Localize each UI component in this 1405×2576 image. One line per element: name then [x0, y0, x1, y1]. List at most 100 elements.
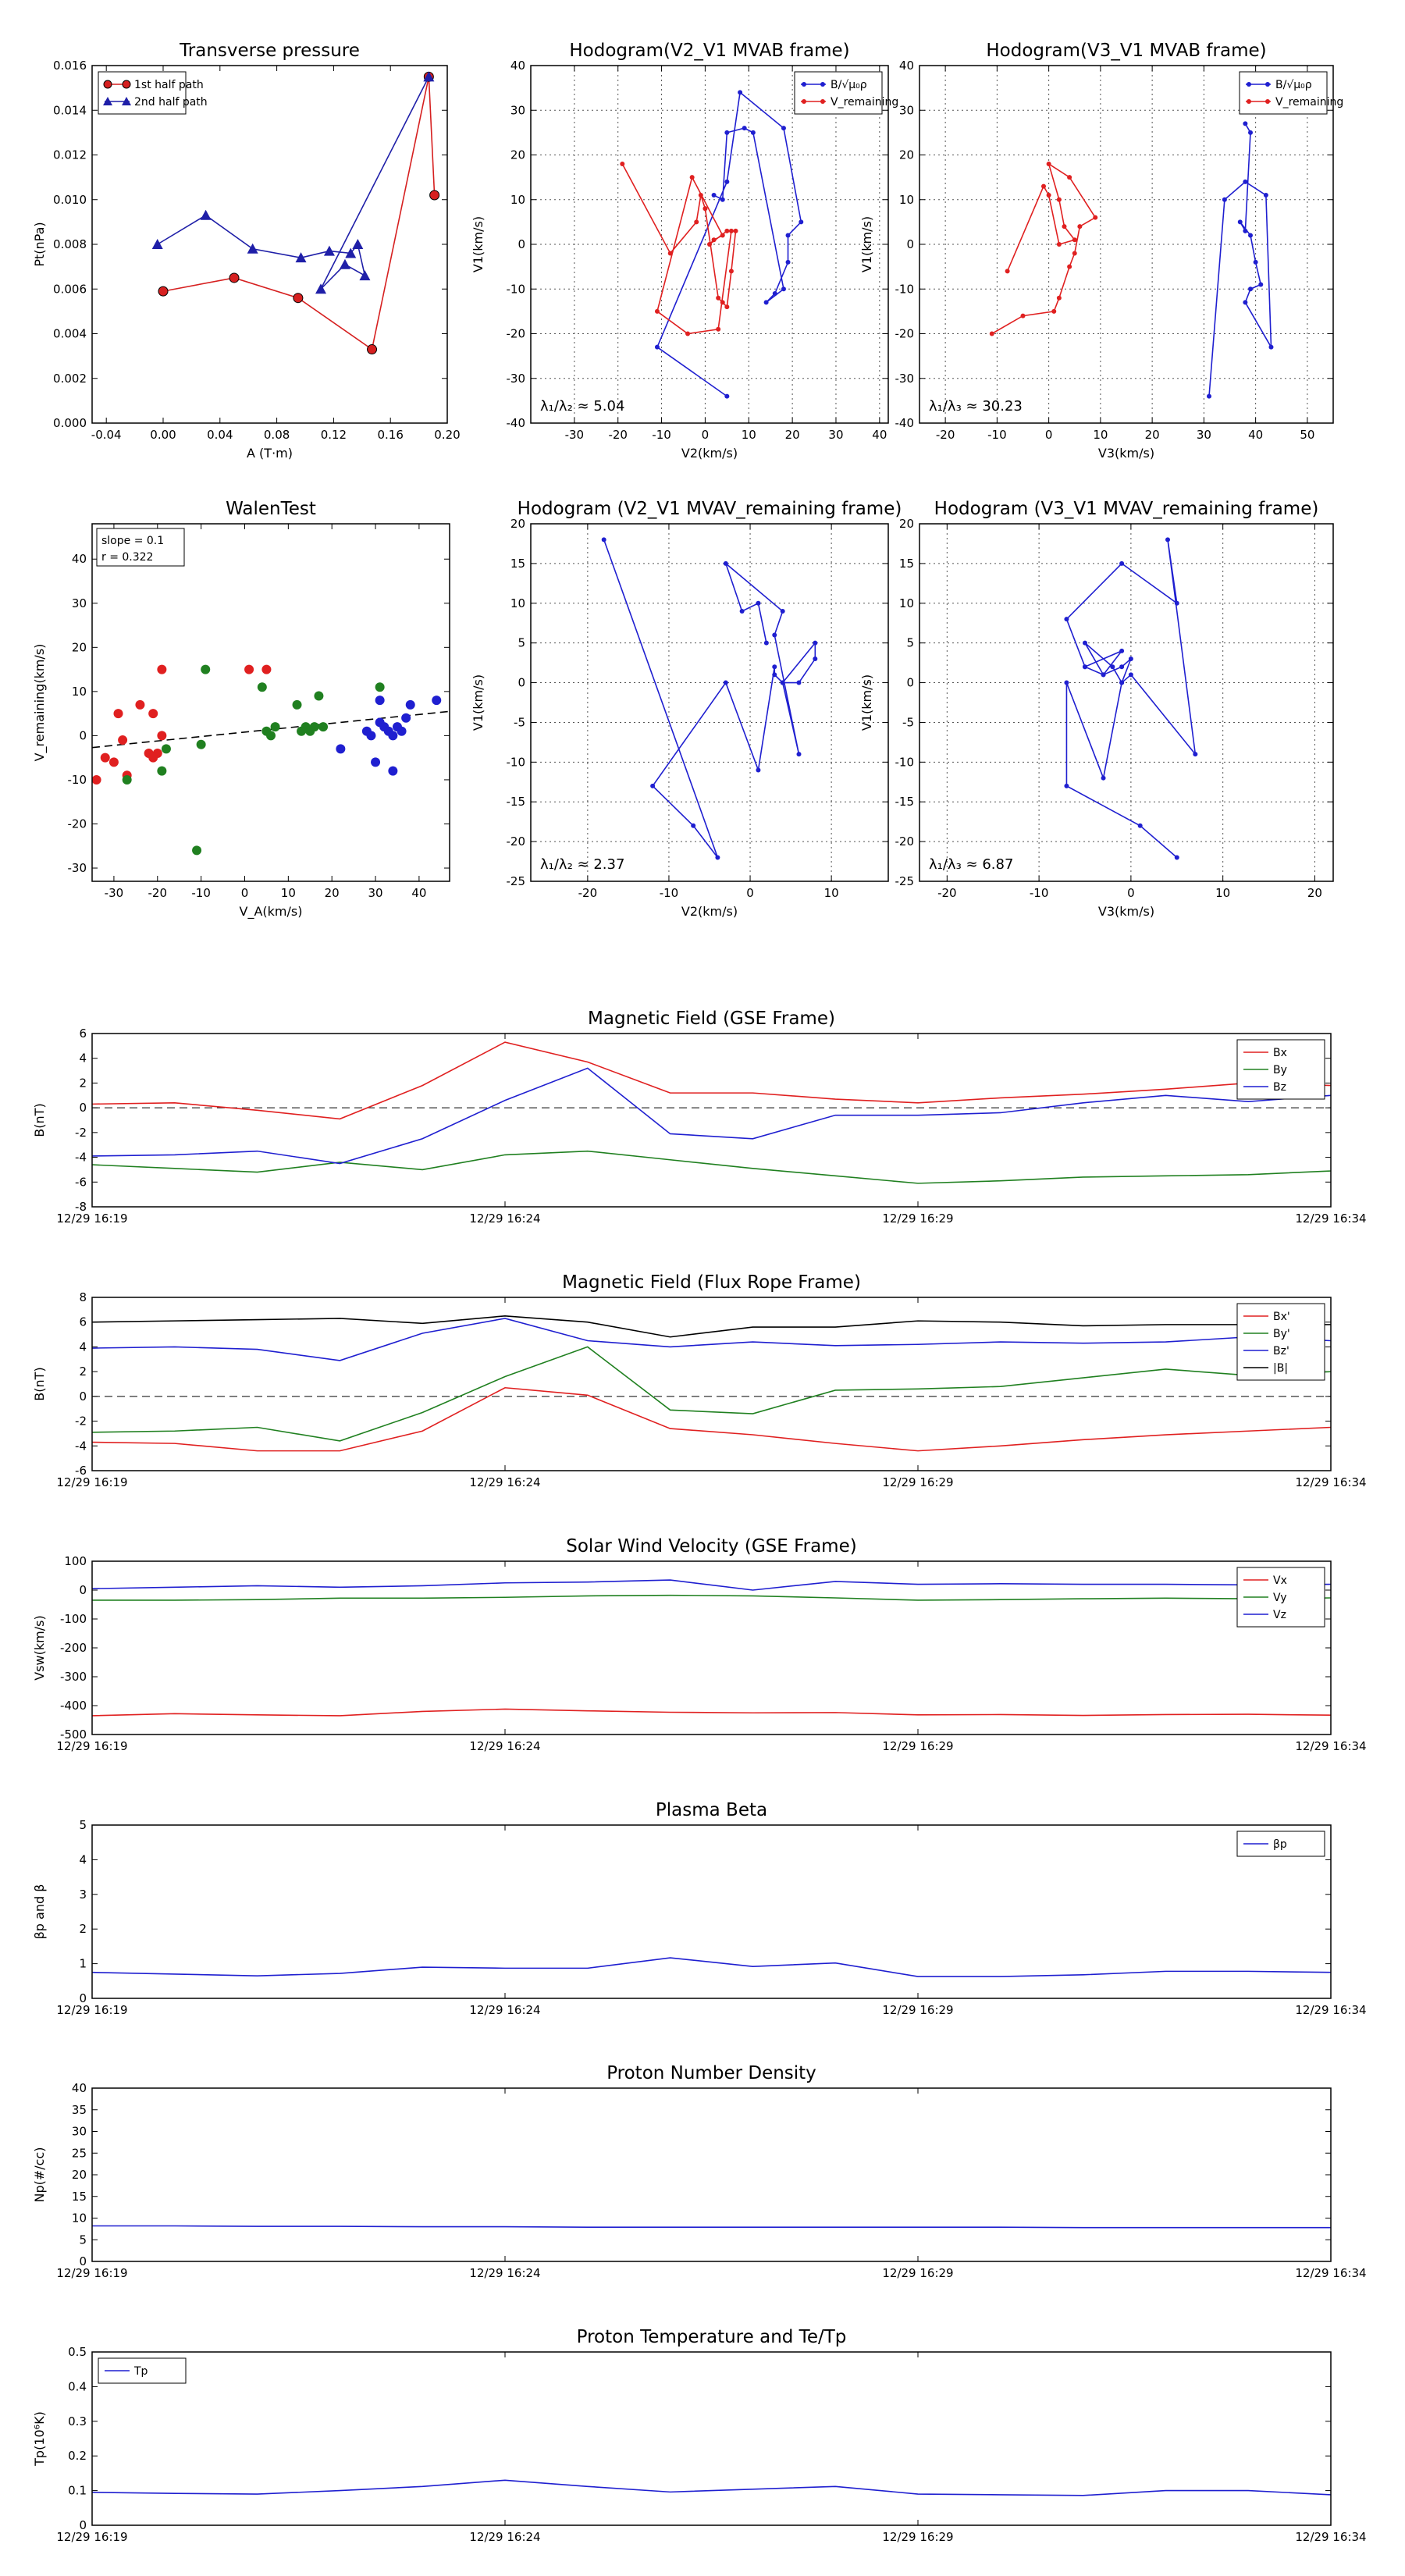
scatter-point — [309, 722, 319, 732]
y-tick-label: 4 — [79, 1051, 87, 1066]
data-point — [756, 767, 761, 773]
fit-line — [91, 710, 450, 749]
legend-marker — [820, 82, 825, 87]
y-tick-label: -4 — [75, 1439, 87, 1453]
scatter-point — [270, 722, 280, 732]
data-point — [738, 90, 743, 95]
y-tick-label: 0 — [79, 1101, 87, 1115]
series-line-By' — [91, 1346, 1332, 1442]
y-tick-label: -20 — [895, 834, 915, 849]
data-point — [247, 243, 258, 254]
legend-marker — [122, 80, 131, 89]
y-tick-label: -10 — [895, 282, 915, 296]
x-tick-label: 12/29 16:34 — [1295, 1212, 1366, 1226]
x-tick-label: 12/29 16:34 — [1295, 2266, 1366, 2280]
x-tick-label: 12/29 16:19 — [56, 1739, 127, 1753]
scatter-point — [113, 709, 123, 719]
y-tick-label: 6 — [79, 1026, 87, 1041]
y-tick-label: 25 — [72, 2146, 87, 2160]
chart-vsw: Solar Wind Velocity (GSE Frame) -500 -400 -… — [32, 1536, 1367, 1753]
y-axis-label: V1(km/s) — [859, 674, 874, 731]
data-point — [724, 228, 730, 233]
data-point — [229, 272, 240, 283]
x-tick-label: 30 — [1197, 428, 1211, 442]
data-point — [715, 855, 720, 860]
data-point — [293, 293, 304, 304]
chart-tp: Transverse pressure -0.04 0.00 0.04 0.08 0.12… — [32, 41, 461, 461]
x-tick-label: -30 — [565, 428, 585, 442]
data-point — [750, 130, 756, 135]
data-point — [796, 680, 802, 685]
y-tick-label: 20 — [72, 2168, 87, 2182]
x-tick-label: 10 — [824, 886, 839, 900]
scatter-point — [148, 753, 158, 763]
y-tick-label: -2 — [75, 1414, 87, 1429]
x-tick-label: 20 — [1307, 886, 1322, 900]
data-point — [1083, 640, 1087, 646]
y-tick-label: 0 — [79, 2518, 87, 2532]
legend-label: Tp — [133, 2365, 148, 2378]
data-point — [315, 283, 327, 294]
data-point — [724, 179, 730, 184]
scatter-point — [375, 682, 385, 692]
y-tick-label: 2 — [79, 1922, 87, 1936]
legend-marker — [802, 82, 806, 87]
y-tick-label: -40 — [895, 416, 915, 430]
y-tick-label: 4 — [79, 1340, 87, 1354]
y-tick-label: -30 — [895, 372, 915, 386]
eigen-ratio-annotation: λ₁/λ₃ ≈ 30.23 — [929, 398, 1023, 415]
legend-label: 1st half path — [134, 79, 204, 91]
x-tick-label: -20 — [578, 886, 598, 900]
data-point — [1165, 537, 1170, 543]
series-line-Tp — [91, 2479, 1332, 2496]
chart-title: Magnetic Field (Flux Rope Frame) — [562, 1272, 861, 1293]
y-tick-label: -15 — [507, 795, 526, 809]
y-tick-label: 0 — [79, 1583, 87, 1597]
x-axis-label: V3(km/s) — [1098, 904, 1154, 919]
y-tick-label: 20 — [510, 517, 525, 531]
data-point — [781, 126, 786, 131]
series-line — [621, 163, 737, 335]
data-point — [650, 783, 656, 788]
scatter-point — [366, 731, 376, 741]
chart-title: Hodogram(V2_V1 MVAB frame) — [569, 41, 849, 61]
series-line-Bz' — [91, 1318, 1332, 1361]
y-tick-label: 20 — [510, 148, 525, 162]
x-tick-label: 0.08 — [264, 428, 290, 442]
x-tick-label: 0.04 — [207, 428, 233, 442]
legend-label: V_remaining — [831, 96, 898, 109]
data-point — [620, 161, 625, 166]
x-tick-label: 12/29 16:19 — [56, 2266, 127, 2280]
y-tick-label: -6 — [75, 1175, 87, 1189]
data-point — [1067, 264, 1072, 269]
x-axis-label: V3(km/s) — [1098, 446, 1154, 461]
data-point — [151, 239, 163, 249]
data-point — [785, 233, 791, 238]
y-tick-label: 0.016 — [53, 59, 87, 73]
y-tick-label: -5 — [514, 715, 525, 729]
data-point — [339, 258, 350, 269]
y-axis-label: βp and β — [32, 1884, 47, 1940]
series-line-Bx' — [91, 1386, 1332, 1452]
y-tick-label: 0 — [906, 676, 914, 690]
scatter-point — [401, 713, 411, 723]
y-tick-label: -500 — [60, 1727, 87, 1742]
data-point — [1046, 193, 1051, 198]
chart-bgse: Magnetic Field (GSE Frame) -8 -6 -4 -2 0 2 4 6 12… — [32, 1009, 1367, 1226]
y-tick-label: -10 — [507, 282, 526, 296]
data-point — [1093, 215, 1098, 220]
y-tick-label: 0.002 — [53, 372, 87, 386]
y-tick-label: 10 — [899, 596, 914, 610]
x-tick-label: -20 — [937, 886, 957, 900]
data-point — [724, 393, 730, 399]
data-point — [723, 560, 728, 566]
data-point — [359, 270, 371, 281]
x-tick-label: 12/29 16:24 — [469, 1739, 540, 1753]
series-line-|B| — [91, 1315, 1331, 1338]
legend-box — [1236, 1831, 1325, 1857]
series-line — [603, 539, 816, 858]
data-point — [429, 190, 440, 201]
y-tick-label: 30 — [72, 2125, 87, 2139]
scatter-point — [157, 731, 167, 741]
